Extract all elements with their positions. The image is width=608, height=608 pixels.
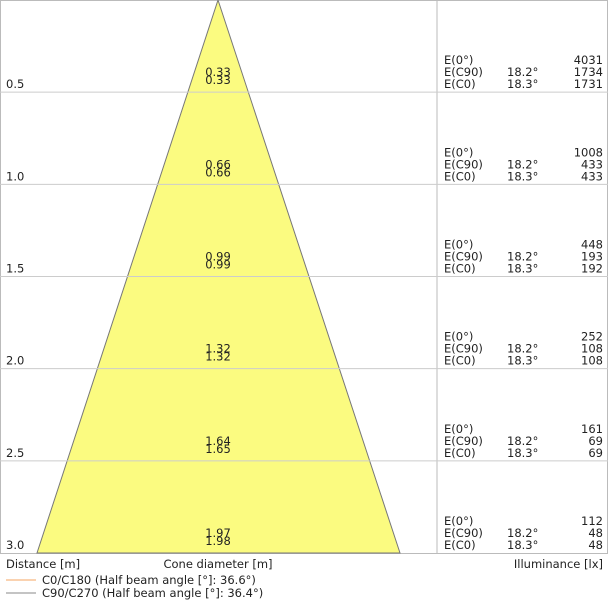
illuminance-label: E(C90) (444, 342, 483, 356)
distance-label: 2.0 (6, 354, 24, 368)
illuminance-label: E(C90) (444, 434, 483, 448)
illuminance-value: 1734 (574, 65, 603, 79)
illuminance-value: 1731 (574, 77, 603, 91)
distance-label: 2.5 (6, 446, 24, 460)
half-angle: 18.3° (507, 446, 538, 460)
half-angle: 18.3° (507, 77, 538, 91)
illuminance-value: 69 (588, 446, 603, 460)
illuminance-value: 193 (581, 250, 603, 264)
illuminance-label: E(0°) (444, 330, 473, 344)
distance-label: 1.0 (6, 169, 24, 183)
illuminance-label: E(C0) (444, 538, 476, 552)
half-angle: 18.2° (507, 250, 538, 264)
illuminance-value: 1008 (574, 145, 603, 159)
illuminance-value: 48 (588, 538, 603, 552)
half-angle: 18.2° (507, 526, 538, 540)
illuminance-label: E(0°) (444, 422, 473, 436)
footer-distance: Distance [m] (6, 557, 80, 571)
cone-diameter: 1.32 (205, 350, 231, 364)
illuminance-label: E(0°) (444, 53, 473, 67)
illuminance-label: E(C90) (444, 65, 483, 79)
illuminance-value: 69 (588, 434, 603, 448)
illuminance-label: E(C90) (444, 526, 483, 540)
cone-diameter: 1.32 (205, 342, 231, 356)
cone-diameter: 1.97 (205, 526, 231, 540)
half-angle: 18.2° (507, 157, 538, 171)
illuminance-label: E(C0) (444, 262, 476, 276)
half-angle: 18.2° (507, 434, 538, 448)
illuminance-label: E(0°) (444, 145, 473, 159)
legend-label: C0/C180 (Half beam angle [°]: 36.6°) (42, 573, 256, 587)
distance-label: 1.5 (6, 262, 24, 276)
cone-diameter: 0.66 (205, 165, 231, 179)
illuminance-value: 112 (581, 514, 603, 528)
legend-label: C90/C270 (Half beam angle [°]: 36.4°) (42, 586, 263, 600)
illuminance-label: E(C0) (444, 354, 476, 368)
cone-diameter: 0.99 (205, 258, 231, 272)
half-angle: 18.3° (507, 262, 538, 276)
cone-diameter: 0.33 (205, 73, 231, 87)
half-angle: 18.3° (507, 354, 538, 368)
half-angle: 18.3° (507, 169, 538, 183)
illuminance-label: E(C0) (444, 446, 476, 460)
illuminance-value: 448 (581, 238, 603, 252)
cone-diameter: 0.33 (205, 65, 231, 79)
cone-diameter: 1.65 (205, 442, 231, 456)
half-angle: 18.2° (507, 65, 538, 79)
illuminance-value: 161 (581, 422, 603, 436)
cone-diameter: 0.66 (205, 157, 231, 171)
footer-diameter: Cone diameter [m] (163, 557, 272, 571)
illuminance-value: 4031 (574, 53, 603, 67)
footer-illuminance: Illuminance [lx] (514, 557, 603, 571)
illuminance-value: 433 (581, 157, 603, 171)
distance-label: 3.0 (6, 538, 24, 552)
illuminance-label: E(0°) (444, 514, 473, 528)
cone-diameter: 1.64 (205, 434, 231, 448)
illuminance-label: E(C90) (444, 250, 483, 264)
illuminance-value: 48 (588, 526, 603, 540)
illuminance-value: 252 (581, 330, 603, 344)
distance-label: 0.5 (6, 77, 24, 91)
half-angle: 18.3° (507, 538, 538, 552)
illuminance-value: 108 (581, 354, 603, 368)
cone-diameter: 1.98 (205, 534, 231, 548)
illuminance-label: E(C90) (444, 157, 483, 171)
half-angle: 18.2° (507, 342, 538, 356)
cone-diameter: 0.99 (205, 250, 231, 264)
illuminance-label: E(0°) (444, 238, 473, 252)
illuminance-label: E(C0) (444, 169, 476, 183)
illuminance-value: 192 (581, 262, 603, 276)
illuminance-value: 108 (581, 342, 603, 356)
illuminance-value: 433 (581, 169, 603, 183)
illuminance-label: E(C0) (444, 77, 476, 91)
